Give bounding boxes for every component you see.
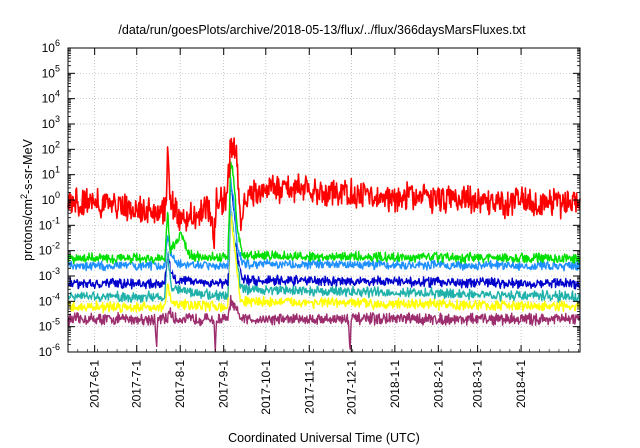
y-tick-labels: 10-6 10-5 10-4 10-3 10-2 10-1 100 101 102 103 104 1…	[39, 38, 60, 359]
y-tick-label: 101	[42, 165, 60, 182]
y-axis-label: protons/cm2-s-sr-MeV	[19, 138, 35, 260]
series-line	[67, 213, 581, 314]
x-tick-label: 2017-12-1	[344, 360, 358, 415]
axis-ticks	[67, 47, 580, 353]
series-line	[67, 161, 581, 265]
y-tick-label: 10-1	[39, 215, 60, 232]
series-layer	[67, 137, 581, 352]
x-tick-label: 2017-7-1	[130, 360, 144, 408]
y-tick-label: 102	[42, 139, 60, 156]
y-tick-label: 10-3	[39, 266, 60, 283]
series-line	[67, 187, 581, 290]
x-tick-label: 2017-6-1	[88, 360, 102, 408]
x-axis-label: Coordinated Universal Time (UTC)	[228, 431, 420, 445]
grid	[68, 48, 580, 352]
x-tick-label: 2018-1-1	[388, 360, 402, 408]
y-tick-label: 10-4	[39, 291, 60, 308]
y-tick-label: 10-5	[39, 317, 60, 334]
plot-area	[67, 47, 581, 353]
series-line	[67, 137, 581, 250]
x-tick-label: 2018-3-1	[471, 360, 485, 408]
y-tick-label: 104	[42, 89, 60, 106]
series-line	[67, 200, 581, 303]
x-tick-label: 2017-9-1	[217, 360, 231, 408]
y-tick-label: 103	[42, 114, 60, 131]
y-tick-label: 100	[42, 190, 60, 207]
y-tick-label: 10-6	[39, 342, 60, 359]
y-tick-label: 105	[42, 63, 60, 80]
y-tick-label: 10-2	[39, 241, 60, 258]
series-line	[67, 294, 581, 352]
x-tick-labels: 2017-6-1 2017-7-1 2017-8-1 2017-9-1 2017-10-…	[88, 360, 528, 415]
x-tick-label: 2018-2-1	[431, 360, 445, 408]
x-tick-label: 2018-4-1	[514, 360, 528, 408]
x-tick-label: 2017-10-1	[259, 360, 273, 415]
chart-title: /data/run/goesPlots/archive/2018-05-13/f…	[118, 23, 526, 37]
y-tick-label: 106	[42, 38, 60, 55]
x-tick-label: 2017-8-1	[173, 360, 187, 408]
series-line	[67, 191, 581, 280]
x-tick-label: 2017-11-1	[302, 360, 316, 414]
